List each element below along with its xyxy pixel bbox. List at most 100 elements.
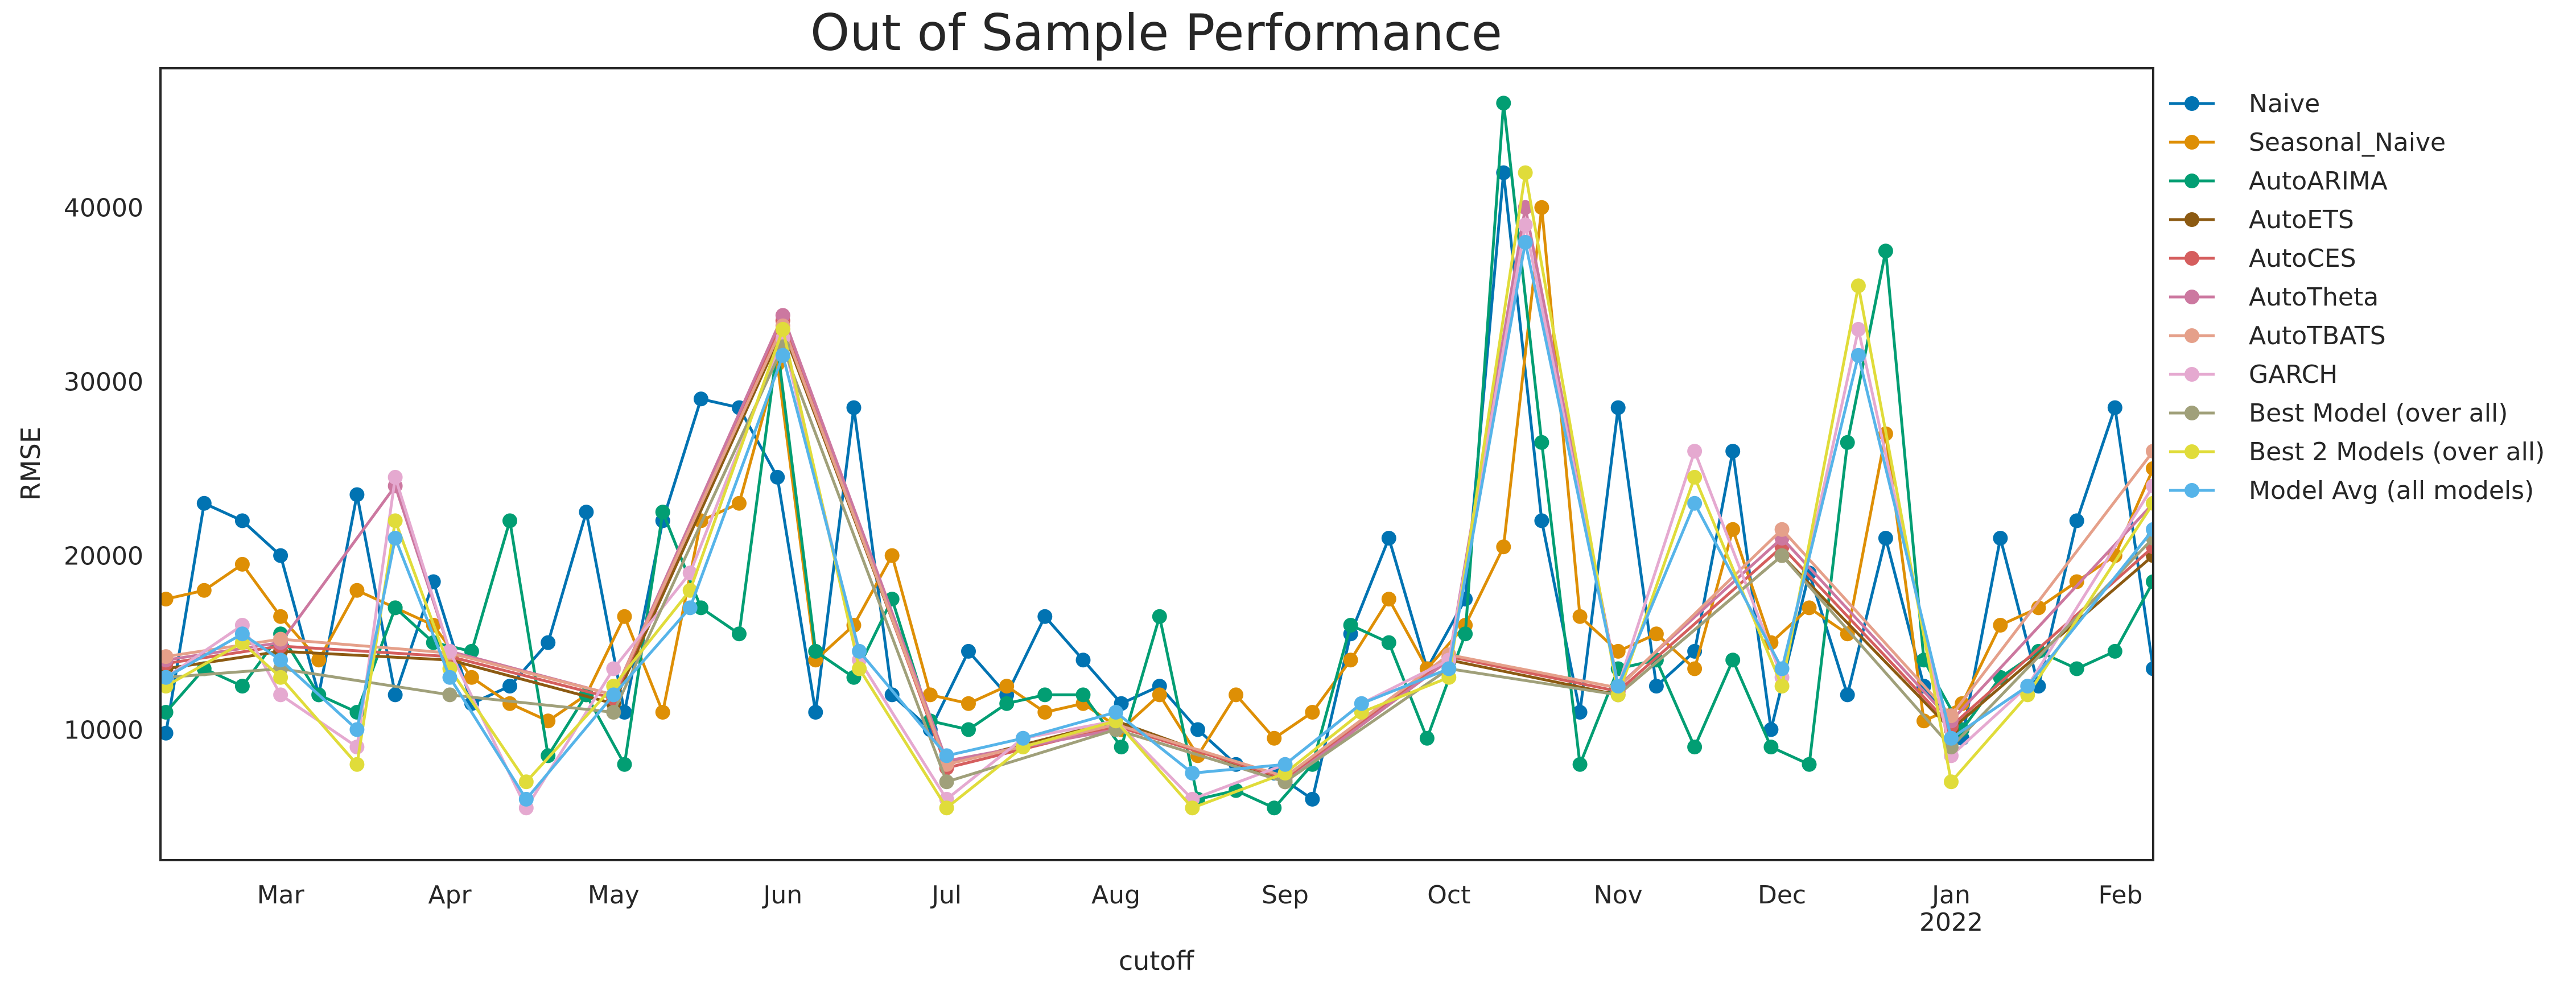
x-tick-label: May — [588, 881, 640, 910]
chart-title: Out of Sample Performance — [810, 3, 1502, 62]
data-point — [1725, 653, 1741, 668]
legend-label: Model Avg (all models) — [2249, 476, 2534, 505]
data-point — [579, 505, 594, 520]
data-point — [693, 600, 708, 616]
data-point — [808, 643, 823, 659]
data-point — [1850, 278, 1866, 294]
x-tick-sublabel: 2022 — [1919, 908, 1983, 937]
data-point — [1944, 730, 1959, 746]
data-point — [234, 679, 250, 694]
x-tick-label: Dec — [1758, 881, 1806, 910]
x-tick-label: Mar — [257, 881, 305, 910]
data-point — [1305, 705, 1320, 720]
data-point — [502, 696, 517, 711]
data-point — [1185, 800, 1200, 816]
legend-label: AutoTBATS — [2249, 321, 2386, 350]
x-tick-label: Aug — [1091, 881, 1140, 910]
data-point — [775, 308, 790, 323]
data-point — [2146, 574, 2153, 589]
legend-marker — [2185, 444, 2199, 459]
data-point — [770, 469, 785, 485]
data-point — [1075, 687, 1091, 703]
data-point — [961, 643, 976, 659]
data-point — [606, 661, 621, 676]
data-point — [234, 556, 250, 572]
data-point — [1534, 200, 1549, 215]
legend-label: GARCH — [2249, 360, 2338, 389]
data-point — [1993, 531, 2008, 546]
data-point — [1648, 626, 1664, 642]
y-tick-label: 30000 — [64, 368, 143, 397]
data-point — [1725, 444, 1741, 459]
data-point — [311, 653, 327, 668]
data-point — [1916, 713, 1931, 729]
data-point — [1015, 730, 1031, 746]
data-point — [999, 696, 1015, 711]
data-point — [273, 653, 288, 668]
data-point — [1802, 757, 1817, 772]
data-point — [1518, 217, 1533, 233]
data-point — [1267, 730, 1282, 746]
data-point — [1152, 687, 1167, 703]
x-tick-label: Apr — [428, 881, 472, 910]
legend-label: AutoARIMA — [2249, 167, 2388, 196]
data-point — [1763, 740, 1779, 755]
data-point — [1354, 696, 1369, 711]
data-point — [234, 513, 250, 528]
data-point — [1518, 165, 1533, 180]
data-point — [1458, 626, 1473, 642]
data-point — [502, 513, 517, 528]
data-point — [1037, 609, 1053, 624]
legend-item: AutoETS — [2169, 205, 2354, 234]
data-point — [349, 740, 365, 755]
legend-marker — [2185, 174, 2199, 188]
x-tick-label: Jun — [761, 881, 802, 910]
y-tick-label: 10000 — [64, 716, 143, 745]
legend-label: Naive — [2249, 89, 2320, 118]
data-point — [388, 600, 403, 616]
y-tick-label: 20000 — [64, 542, 143, 571]
data-point — [1037, 687, 1053, 703]
legend-marker — [2185, 135, 2199, 150]
x-tick-label: Oct — [1427, 881, 1470, 910]
data-point — [884, 548, 900, 563]
data-point — [1229, 687, 1244, 703]
legend-marker — [2185, 290, 2199, 304]
legend-marker — [2185, 406, 2199, 420]
data-point — [1687, 444, 1703, 459]
data-point — [2069, 513, 2084, 528]
data-point — [541, 635, 556, 650]
data-point — [160, 705, 174, 720]
data-point — [388, 687, 403, 703]
data-point — [884, 687, 900, 703]
legend-marker — [2185, 212, 2199, 227]
legend-label: Seasonal_Naive — [2249, 128, 2446, 157]
data-point — [349, 722, 365, 737]
data-point — [388, 469, 403, 485]
data-point — [655, 705, 670, 720]
plot-area — [160, 96, 2153, 816]
data-point — [273, 687, 288, 703]
data-point — [1687, 661, 1703, 676]
legend-item: Model Avg (all models) — [2169, 476, 2534, 505]
data-point — [388, 513, 403, 528]
x-tick-label: Sep — [1262, 881, 1309, 910]
data-point — [1114, 740, 1129, 755]
data-point — [1381, 531, 1396, 546]
data-point — [273, 609, 288, 624]
data-point — [1840, 435, 1855, 450]
data-point — [939, 774, 954, 790]
data-point — [1190, 722, 1205, 737]
data-point — [1774, 679, 1790, 694]
data-point — [1496, 96, 1511, 111]
data-point — [1610, 400, 1626, 415]
data-point — [273, 631, 288, 647]
data-point — [1185, 766, 1200, 781]
series-line — [165, 241, 2153, 801]
legend: Naive Seasonal_Naive AutoARIMA AutoETS AutoC… — [2169, 89, 2545, 505]
data-point — [1878, 531, 1893, 546]
data-point — [655, 505, 670, 520]
data-point — [1944, 774, 1959, 790]
data-point — [1343, 618, 1358, 633]
